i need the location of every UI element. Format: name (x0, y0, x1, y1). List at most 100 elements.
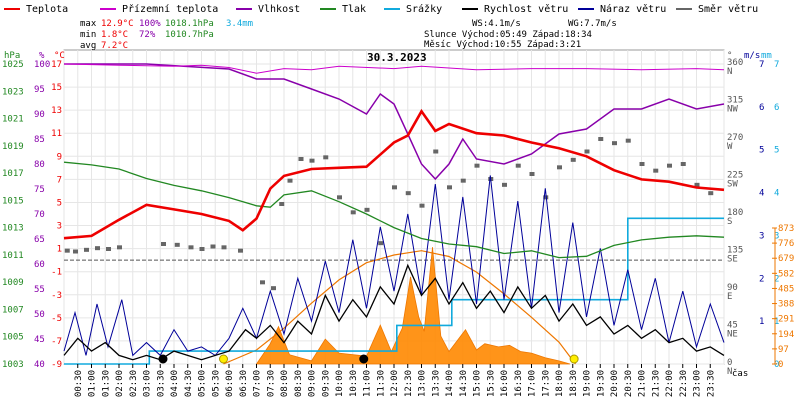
direction-tick-degrees: 360 (727, 58, 743, 68)
wind-tick-label: 5 (759, 146, 764, 156)
wind-direction-point (694, 182, 700, 187)
pressure-tick-label: 1015 (2, 196, 24, 206)
x-tick-label: 16:30 (514, 370, 524, 397)
stats-row-label: min (80, 30, 96, 40)
pressure-tick-label: 1003 (2, 360, 24, 370)
humidity-tick-label: 75 (34, 185, 45, 195)
wind-direction-point (378, 241, 384, 246)
pressure-tick-label: 1011 (2, 251, 24, 261)
legend-label: Teplota (26, 4, 68, 15)
pressure-tick-label: 1017 (2, 169, 24, 179)
rain-tick-label: 3 (774, 231, 779, 241)
stats-row-label: max (80, 19, 97, 29)
x-tick-label: 21:00 (638, 370, 648, 397)
direction-tick-compass: NE (727, 330, 738, 340)
humidity-tick-label: 50 (34, 310, 45, 320)
wind-direction-point (460, 178, 466, 183)
humidity-tick-label: 90 (34, 110, 45, 120)
legend-label: Směr větru (698, 3, 758, 15)
moonset-marker (158, 354, 168, 364)
solar-measured-area (255, 247, 571, 365)
legend-label: Srážky (406, 3, 442, 15)
humidity-tick-label: 45 (34, 335, 45, 345)
humidity-tick-label: 100 (34, 60, 50, 70)
stats-humidity: 72% (139, 30, 156, 40)
wind-direction-point (279, 202, 285, 206)
wind-direction-point (570, 157, 576, 162)
x-tick-label: 14:00 (445, 370, 455, 397)
solar-tick-label: 291 (778, 315, 794, 325)
x-tick-label: 19:30 (596, 370, 606, 397)
wind-direction-point (117, 245, 122, 250)
rain-tick-label: 2 (774, 274, 779, 284)
legend: Teplota Přízemní teplota Vlhkost Tlak Srážky… (4, 3, 758, 15)
x-tick-label: 11:00 (363, 370, 373, 397)
wind-direction-point (515, 163, 521, 168)
wind-speed-line (63, 263, 725, 361)
wind-direction-point (271, 286, 276, 291)
temperature-tick-label: 5 (57, 198, 62, 208)
solar-tick-label: 194 (778, 330, 794, 340)
pressure-axis-title: hPa (4, 51, 20, 61)
temperature-tick-label: 11 (51, 129, 62, 139)
wind-direction-point (543, 195, 549, 200)
wind-direction-point (95, 246, 100, 251)
x-tick-label: 09:00 (308, 370, 318, 397)
humidity-line (64, 63, 725, 181)
wind-tick-label: 4 (759, 189, 764, 199)
wind-tick-label: 1 (759, 317, 764, 327)
temperature-tick-label: 1 (57, 245, 62, 255)
wind-direction-point (73, 249, 78, 254)
wind-direction-point (433, 149, 439, 154)
x-tick-label: 08:30 (294, 370, 304, 397)
legend-label: Přízemní teplota (122, 3, 218, 15)
wind-direction-point (84, 247, 89, 252)
x-tick-label: 12:30 (404, 370, 414, 397)
wind-direction-point (474, 163, 480, 168)
pressure-tick-label: 1007 (2, 305, 24, 315)
x-tick-label: 07:00 (253, 370, 263, 397)
pressure-tick-label: 1021 (2, 115, 24, 125)
solar-tick-label: 873 (778, 224, 794, 234)
temperature-tick-label: -9 (51, 360, 62, 370)
x-tick-label: 10:30 (349, 370, 359, 397)
stats-row-label: avg (80, 41, 96, 51)
direction-tick-degrees: 45 (727, 321, 738, 331)
pressure-tick-label: 1013 (2, 224, 24, 234)
direction-tick-degrees: 225 (727, 171, 743, 181)
direction-tick-degrees: 135 (727, 246, 743, 256)
x-axis-title: čas (732, 368, 748, 379)
x-tick-label: 10:00 (335, 370, 345, 397)
humidity-tick-label: 60 (34, 260, 45, 270)
solar-curve (223, 250, 576, 365)
stats-wind-gust: WG:7.7m/s (568, 19, 617, 29)
pressure-tick-label: 1025 (2, 60, 24, 70)
x-tick-label: 04:30 (184, 370, 194, 397)
wind-direction-point (238, 248, 243, 253)
wind-direction-point (667, 163, 672, 168)
temperature-tick-label: -7 (51, 337, 62, 347)
humidity-tick-label: 85 (34, 135, 45, 145)
humidity-tick-label: 70 (34, 210, 45, 220)
humidity-tick-label: 55 (34, 285, 45, 295)
x-tick-label: 05:30 (211, 370, 221, 397)
x-tick-label: 00:30 (74, 370, 84, 397)
wind-direction-point (405, 191, 411, 196)
wind-direction-point (529, 172, 535, 176)
temperature-line (63, 108, 725, 240)
temperature-tick-label: 3 (57, 222, 62, 232)
direction-tick-degrees: 0 (727, 358, 732, 368)
wind-direction-point (598, 137, 604, 141)
ground-temperature-line (63, 63, 725, 74)
direction-tick-compass: NW (727, 105, 738, 115)
x-tick-label: 11:30 (376, 370, 386, 397)
direction-tick-compass: SW (727, 180, 738, 190)
wind-direction-point (323, 155, 329, 160)
wind-direction-point (199, 247, 205, 251)
sunset-marker (569, 354, 579, 364)
direction-tick-compass: E (727, 292, 732, 302)
wind-direction-point (502, 182, 507, 187)
x-tick-label: 21:30 (651, 370, 661, 397)
info-panel: 30.3.2023 max 12.9°C 100% 1018.1hPa 3.4mm min… (80, 19, 617, 64)
temperature-tick-label: 9 (57, 152, 62, 162)
